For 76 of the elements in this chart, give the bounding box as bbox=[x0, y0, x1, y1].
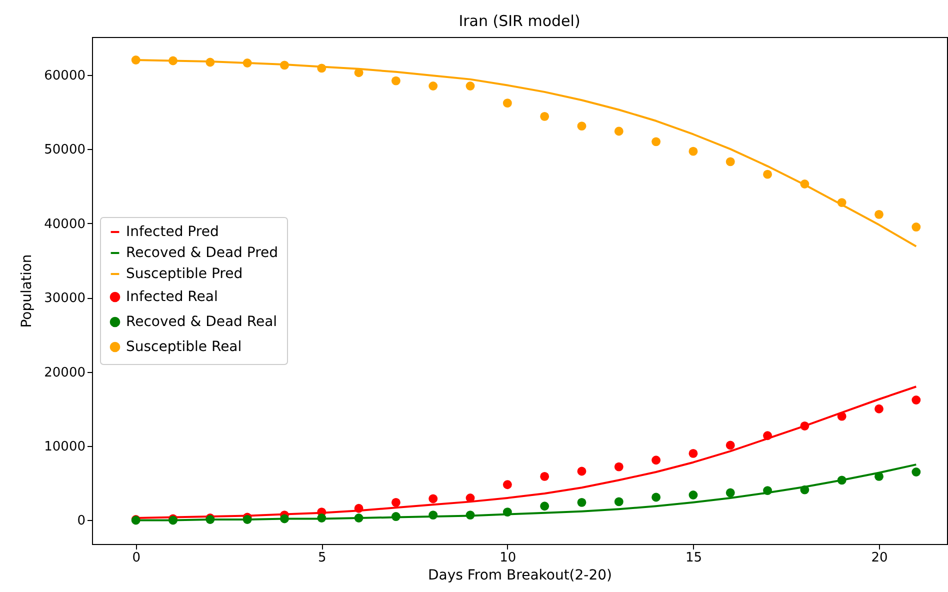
point bbox=[800, 180, 810, 188]
point bbox=[652, 492, 661, 502]
point bbox=[688, 448, 698, 458]
point bbox=[317, 514, 326, 522]
point bbox=[763, 431, 772, 440]
y-axis-title: Population bbox=[19, 254, 36, 328]
point bbox=[577, 498, 586, 507]
y-tick-label: 20000 bbox=[44, 365, 86, 380]
y-tick-label: 40000 bbox=[44, 216, 86, 232]
point bbox=[614, 462, 624, 472]
point bbox=[837, 476, 846, 485]
point bbox=[837, 198, 846, 207]
point bbox=[280, 60, 289, 70]
point bbox=[837, 412, 846, 421]
point bbox=[540, 472, 550, 481]
point bbox=[688, 490, 698, 500]
legend-label: Infected Real bbox=[126, 289, 218, 305]
point bbox=[466, 510, 475, 520]
x-tick-label: 10 bbox=[500, 550, 516, 566]
y-tick-label: 60000 bbox=[44, 68, 86, 84]
legend-label: Susceptible Real bbox=[126, 339, 242, 355]
legend-label: Recoved & Dead Pred bbox=[126, 245, 278, 261]
y-tick-label: 50000 bbox=[44, 142, 86, 158]
point bbox=[912, 222, 921, 232]
x-tick-label: 5 bbox=[318, 550, 326, 566]
point bbox=[428, 510, 438, 520]
point bbox=[577, 466, 586, 476]
point bbox=[874, 404, 884, 414]
y-tick-label: 10000 bbox=[44, 440, 86, 455]
x-tick-label: 20 bbox=[871, 550, 888, 566]
legend-label: Infected Pred bbox=[126, 224, 219, 240]
point bbox=[800, 485, 810, 494]
point bbox=[280, 514, 289, 524]
point bbox=[726, 488, 735, 498]
point bbox=[354, 504, 364, 513]
x-tick-label: 0 bbox=[132, 550, 140, 566]
point bbox=[168, 56, 178, 66]
point bbox=[874, 472, 884, 481]
point bbox=[726, 157, 735, 166]
point bbox=[242, 515, 252, 524]
point bbox=[131, 56, 140, 64]
point bbox=[652, 137, 661, 146]
x-tick-label: 15 bbox=[685, 550, 702, 566]
point bbox=[502, 508, 512, 517]
point bbox=[912, 468, 921, 476]
point bbox=[317, 64, 326, 73]
point bbox=[614, 497, 624, 506]
point bbox=[354, 514, 364, 522]
point bbox=[800, 422, 810, 430]
point bbox=[763, 170, 772, 179]
point bbox=[466, 82, 475, 90]
point bbox=[391, 76, 400, 86]
point bbox=[391, 512, 400, 521]
point bbox=[540, 112, 550, 121]
y-tick-label: 30000 bbox=[44, 291, 86, 306]
point bbox=[763, 486, 772, 496]
point bbox=[614, 126, 624, 136]
point bbox=[391, 498, 400, 507]
legend-label: Susceptible Pred bbox=[126, 266, 243, 282]
chart-title: Iran (SIR model) bbox=[458, 12, 580, 30]
point bbox=[242, 58, 252, 68]
point bbox=[912, 396, 921, 404]
point bbox=[206, 58, 215, 67]
point bbox=[577, 122, 586, 131]
point bbox=[428, 494, 438, 504]
y-tick-label: 0 bbox=[77, 514, 86, 529]
point bbox=[688, 146, 698, 156]
point bbox=[726, 440, 735, 450]
point bbox=[428, 82, 438, 90]
point bbox=[874, 210, 884, 219]
point bbox=[540, 502, 550, 511]
legend-label: Recoved & Dead Real bbox=[126, 314, 278, 330]
point bbox=[652, 456, 661, 465]
point bbox=[502, 98, 512, 108]
point bbox=[502, 480, 512, 490]
x-axis-title: Days From Breakout(2-20) bbox=[428, 568, 612, 584]
